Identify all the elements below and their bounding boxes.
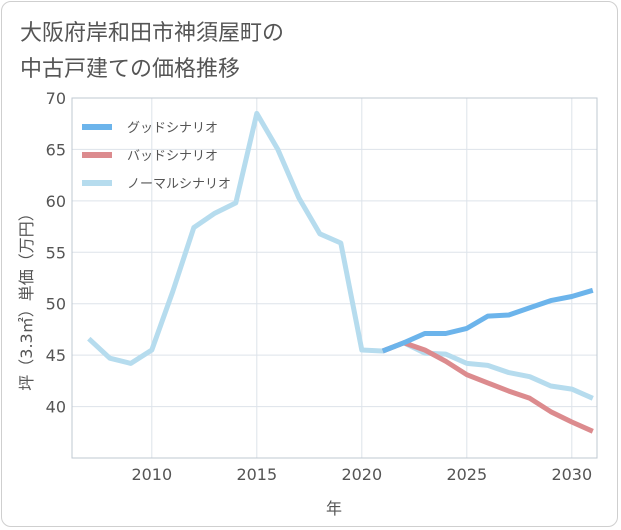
series-line-1 <box>381 340 594 434</box>
y-axis-label: 坪（3.3㎡）単価（万円） <box>17 205 36 390</box>
series-line-2 <box>87 110 594 401</box>
series-line-0 <box>381 287 594 354</box>
x-tick-label: 2020 <box>341 465 382 484</box>
legend-label: ノーマルシナリオ <box>127 177 231 192</box>
y-tick-label: 60 <box>46 192 66 211</box>
y-tick-label: 65 <box>46 140 66 159</box>
x-tick-label: 2015 <box>236 465 277 484</box>
x-axis-label: 年 <box>326 499 342 518</box>
legend-label: バッドシナリオ <box>127 149 218 164</box>
tick-labels: 40 45 50 55 60 65 70 2010 2015 2020 2025 2030 <box>46 89 593 484</box>
x-tick-label: 2010 <box>131 465 172 484</box>
y-tick-label: 40 <box>46 398 66 417</box>
plot-frame <box>71 97 598 459</box>
x-tick-label: 2025 <box>446 465 487 484</box>
legend-label: グッドシナリオ <box>127 121 218 136</box>
chart-title: 大阪府岸和田市神須屋町の 中古戸建ての価格推移 <box>20 21 285 82</box>
x-tick-label: 2030 <box>551 465 592 484</box>
y-tick-label: 45 <box>46 346 66 365</box>
y-tick-label: 70 <box>46 89 66 108</box>
y-tick-label: 55 <box>46 243 66 262</box>
series-lines <box>87 110 594 434</box>
y-tick-label: 50 <box>46 295 66 314</box>
